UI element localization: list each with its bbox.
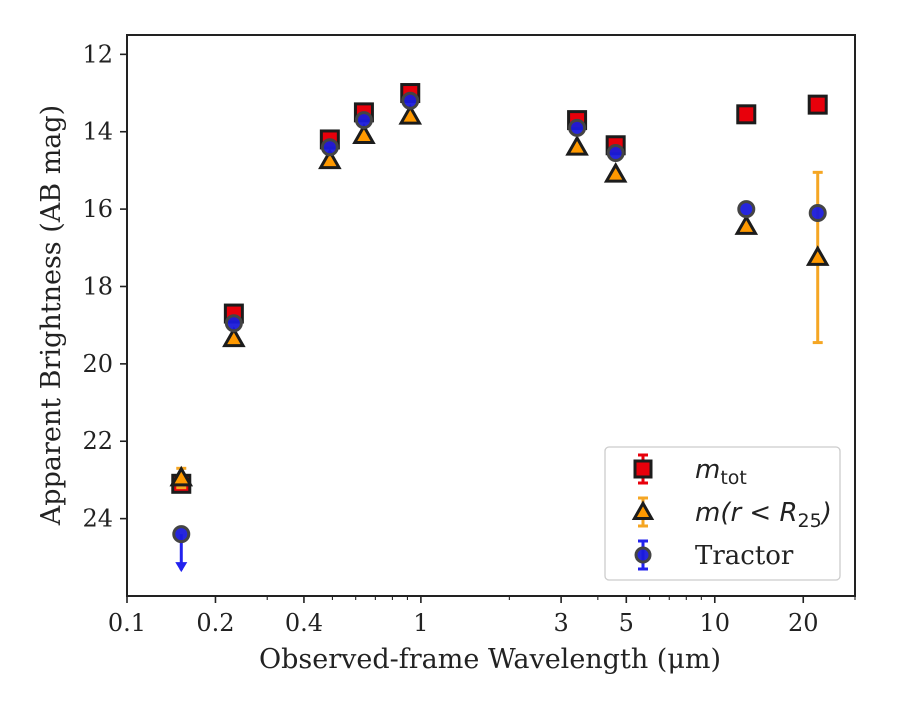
x-tick-label: 3 [553, 609, 568, 637]
y-axis-title: Apparent Brightness (AB mag) [36, 105, 67, 526]
data-point [318, 148, 342, 170]
data-point [737, 200, 756, 219]
x-tick-label: 5 [619, 609, 634, 637]
upper-limit-arrowhead [175, 562, 188, 573]
data-point [401, 91, 420, 110]
data-point [736, 104, 757, 125]
y-tick-label: 20 [82, 350, 113, 378]
y-tick-label: 18 [82, 272, 113, 300]
data-point [565, 134, 589, 156]
data-point [734, 214, 759, 235]
x-tick-label: 0.1 [108, 609, 146, 637]
data-point [224, 314, 243, 333]
data-point [603, 162, 628, 183]
y-tick-label: 22 [82, 427, 113, 455]
legend-item: mtot [633, 453, 747, 489]
legend-label: mtot [695, 455, 747, 489]
legend-marker [631, 500, 655, 520]
legend-box [604, 446, 841, 581]
legend: mtot m(r < R25) Tractor [604, 446, 841, 581]
series-3 [172, 91, 827, 573]
legend-marker [634, 546, 652, 564]
data-point [606, 144, 625, 163]
data-point [169, 465, 194, 487]
data-point [805, 245, 830, 266]
data-point [807, 94, 828, 115]
legend-item: m(r < R25) [631, 496, 832, 532]
legend-label: m(r < R25) [695, 498, 832, 532]
legend-item: Tractor [634, 539, 794, 571]
data-point [320, 138, 339, 157]
series-1 [171, 83, 828, 494]
legend-label: Tractor [695, 541, 794, 571]
data-point [568, 118, 587, 137]
y-tick-label: 14 [82, 118, 113, 146]
x-tick-label: 1 [413, 609, 428, 637]
data-point [398, 104, 423, 125]
data-point [808, 203, 827, 222]
data-point [172, 525, 191, 544]
series-2 [169, 104, 830, 490]
y-tick-label: 12 [82, 40, 113, 68]
data-point [354, 111, 373, 130]
data-point [222, 326, 246, 348]
x-tick-label: 0.4 [285, 609, 323, 637]
x-axis-title: Observed-frame Wavelength (μm) [259, 644, 721, 675]
x-tick-label: 0.2 [196, 609, 234, 637]
legend-marker [633, 459, 653, 479]
x-tick-label: 20 [788, 609, 819, 637]
data-point [352, 123, 376, 144]
y-tick-label: 16 [82, 195, 113, 223]
x-tick-label: 10 [700, 609, 731, 637]
y-tick-label: 24 [82, 505, 113, 533]
plot-frame [126, 34, 856, 597]
